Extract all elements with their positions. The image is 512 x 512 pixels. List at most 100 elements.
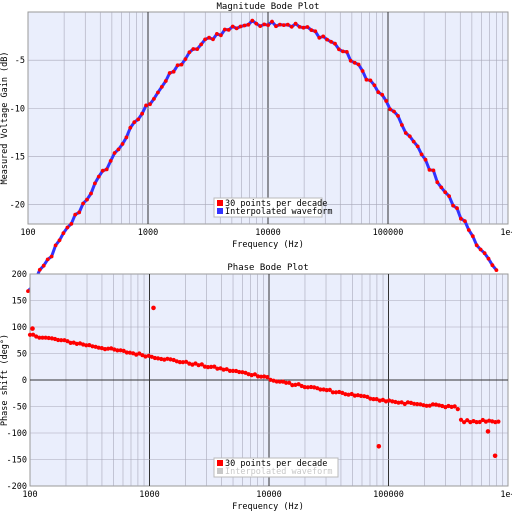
phase-data-point bbox=[483, 419, 488, 424]
phase-data-point bbox=[318, 387, 323, 392]
magnitude-data-point bbox=[120, 142, 125, 146]
phase-data-point bbox=[202, 364, 207, 369]
magnitude-data-point bbox=[482, 251, 487, 256]
magnitude-data-point bbox=[187, 50, 192, 55]
magnitude-data-point bbox=[128, 125, 133, 130]
magnitude-data-point bbox=[313, 29, 318, 34]
magnitude-x-tick-label: 1e+ bbox=[500, 228, 512, 238]
magnitude-data-point bbox=[407, 134, 412, 139]
magnitude-data-point bbox=[388, 107, 392, 112]
magnitude-data-point bbox=[148, 102, 152, 107]
phase-data-point bbox=[430, 402, 435, 407]
phase-data-point bbox=[424, 403, 429, 408]
magnitude-data-point bbox=[254, 21, 259, 26]
magnitude-data-point bbox=[297, 25, 302, 29]
phase-data-point bbox=[368, 396, 373, 401]
magnitude-data-point bbox=[270, 19, 274, 24]
phase-data-point bbox=[230, 368, 236, 373]
magnitude-data-point bbox=[37, 267, 42, 272]
magnitude-data-point bbox=[26, 289, 30, 293]
magnitude-legend-swatch-points bbox=[217, 200, 223, 206]
phase-data-point bbox=[265, 375, 270, 380]
magnitude-data-point bbox=[195, 47, 200, 51]
magnitude-data-point bbox=[258, 24, 263, 28]
phase-data-point bbox=[193, 361, 198, 366]
phase-data-point bbox=[324, 388, 329, 393]
magnitude-data-point bbox=[238, 24, 243, 29]
magnitude-data-point bbox=[179, 62, 184, 67]
phase-data-point bbox=[237, 369, 242, 375]
magnitude-data-point bbox=[108, 159, 113, 163]
magnitude-x-axis-label: Frequency (Hz) bbox=[232, 240, 304, 250]
phase-data-point bbox=[96, 345, 101, 350]
phase-data-point bbox=[358, 393, 364, 398]
phase-data-point bbox=[287, 380, 292, 385]
phase-legend-swatch-line bbox=[217, 468, 223, 474]
magnitude-data-point bbox=[41, 263, 46, 268]
magnitude-data-point bbox=[372, 83, 377, 88]
phase-data-point bbox=[305, 385, 310, 390]
magnitude-x-tick-label: 100000 bbox=[373, 228, 404, 238]
magnitude-data-point bbox=[376, 90, 381, 95]
phase-data-point bbox=[274, 379, 279, 384]
phase-x-tick-label: 10000 bbox=[256, 490, 282, 500]
magnitude-data-point bbox=[309, 28, 314, 32]
magnitude-data-point bbox=[116, 147, 121, 152]
magnitude-data-point bbox=[486, 256, 491, 261]
magnitude-data-point bbox=[203, 37, 208, 42]
magnitude-y-tick-label: -10 bbox=[10, 104, 25, 114]
phase-data-point bbox=[452, 404, 457, 409]
magnitude-x-tick-label: 1000 bbox=[138, 228, 158, 238]
phase-data-point bbox=[74, 341, 79, 346]
phase-outlier-point bbox=[485, 429, 491, 434]
phase-data-point bbox=[465, 418, 470, 423]
magnitude-data-point bbox=[49, 254, 54, 259]
magnitude-data-point bbox=[144, 103, 149, 108]
magnitude-data-point bbox=[250, 18, 255, 23]
phase-legend: 30 points per decade Interpolated wavefo… bbox=[213, 457, 339, 478]
magnitude-data-point bbox=[234, 26, 239, 31]
magnitude-legend-label-points: 30 points per decade bbox=[225, 199, 327, 209]
magnitude-data-point bbox=[494, 268, 499, 272]
phase-data-point bbox=[365, 394, 370, 399]
magnitude-data-point bbox=[352, 60, 357, 65]
magnitude-data-point bbox=[403, 131, 408, 135]
phase-data-point bbox=[224, 367, 229, 372]
magnitude-data-point bbox=[344, 50, 349, 54]
phase-data-point bbox=[346, 392, 351, 397]
magnitude-data-point bbox=[199, 42, 204, 47]
phase-data-point bbox=[43, 335, 48, 340]
magnitude-data-point bbox=[222, 27, 227, 32]
phase-legend-label-points: 30 points per decade bbox=[225, 459, 327, 469]
phase-data-point bbox=[65, 339, 70, 344]
phase-data-point bbox=[480, 417, 485, 423]
magnitude-data-point bbox=[490, 263, 495, 268]
phase-legend-label-line: Interpolated waveform bbox=[225, 467, 332, 477]
magnitude-data-point bbox=[183, 57, 188, 61]
magnitude-data-point bbox=[356, 62, 361, 67]
phase-outlier-point bbox=[151, 305, 156, 311]
magnitude-data-point bbox=[463, 219, 467, 224]
phase-data-point bbox=[196, 363, 201, 368]
magnitude-data-point bbox=[305, 25, 310, 29]
magnitude-data-point bbox=[443, 190, 448, 195]
phase-ticks: 100 1000 10000 100000 1e+ 200 150 100 50 0 -50 -100… bbox=[7, 270, 512, 500]
magnitude-data-point bbox=[77, 210, 82, 215]
phase-data-point bbox=[462, 420, 467, 425]
phase-chart-title: Phase Bode Plot bbox=[227, 263, 308, 273]
phase-data-point bbox=[46, 335, 51, 341]
magnitude-data-point bbox=[159, 85, 164, 89]
magnitude-data-point bbox=[423, 157, 428, 162]
magnitude-ticks: 100 1000 10000 100000 1e+ -5 -10 -15 -20 bbox=[10, 56, 512, 238]
magnitude-data-point bbox=[96, 174, 101, 179]
magnitude-data-point bbox=[341, 49, 345, 54]
phase-data-point bbox=[474, 420, 479, 425]
phase-data-point bbox=[349, 391, 354, 397]
magnitude-data-point bbox=[163, 79, 168, 83]
phase-data-point bbox=[27, 332, 33, 337]
phase-data-point bbox=[215, 366, 220, 371]
phase-data-point bbox=[40, 335, 45, 340]
magnitude-data-point bbox=[171, 69, 176, 74]
magnitude-data-point bbox=[230, 24, 235, 29]
